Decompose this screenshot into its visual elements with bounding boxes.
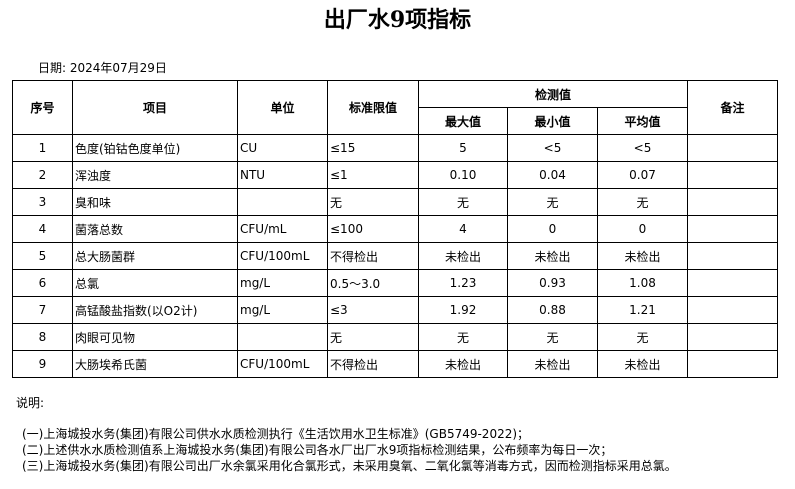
cell-min: 0.88 [507,296,598,324]
cell-min: 未检出 [507,242,598,270]
cell-max: 无 [418,323,508,351]
cell-limit: ≤100 [327,215,419,243]
header-max: 最大值 [418,107,508,135]
cell-item: 大肠埃希氏菌 [72,350,238,378]
cell-unit: CFU/mL [237,215,328,243]
cell-no: 9 [12,350,73,378]
cell-remark [687,350,778,378]
table-row: 5 总大肠菌群 CFU/100mL 不得检出 未检出 未检出 未检出 [12,242,778,270]
cell-no: 8 [12,323,73,351]
cell-avg: 0 [597,215,688,243]
header-measured: 检测值 [418,80,688,108]
table-row: 3 臭和味无无无无 [12,188,778,216]
table-row: 9 大肠埃希氏菌 CFU/100mL 不得检出 未检出 未检出 未检出 [12,350,778,378]
cell-max: 无 [418,188,508,216]
cell-item: 肉眼可见物 [72,323,238,351]
cell-min: 0 [507,215,598,243]
cell-max: 未检出 [418,350,508,378]
table-row: 7 高锰酸盐指数(以O2计) mg/L ≤3 1.92 0.88 1.21 [12,296,778,324]
cell-max: 未检出 [418,242,508,270]
table-row: 8 肉眼可见物无无无无 [12,323,778,351]
report-date: 日期: 2024年07月29日 [38,61,167,75]
cell-unit: mg/L [237,296,328,324]
cell-item: 菌落总数 [72,215,238,243]
cell-avg: 1.08 [597,269,688,297]
cell-unit: CU [237,134,328,162]
cell-no: 2 [12,161,73,189]
table-row: 1 色度(铂钴色度单位) CU ≤15 5 <5 <5 [12,134,778,162]
cell-avg: <5 [597,134,688,162]
cell-item: 高锰酸盐指数(以O2计) [72,296,238,324]
cell-remark [687,161,778,189]
page-title: 出厂水9项指标 [323,7,472,33]
cell-remark [687,215,778,243]
cell-avg: 1.21 [597,296,688,324]
note-line: (三)上海城投水务(集团)有限公司出厂水余氯采用化合氯形式，未采用臭氧、二氧化氯… [22,459,677,473]
header-no: 序号 [12,80,73,135]
cell-no: 7 [12,296,73,324]
cell-unit [237,323,328,351]
cell-unit: CFU/100mL [237,350,328,378]
table-row: 6 总氯 mg/L 0.5～3.0 1.23 0.93 1.08 [12,269,778,297]
cell-avg: 未检出 [597,242,688,270]
header-limit: 标准限值 [327,80,419,135]
cell-max: 1.92 [418,296,508,324]
cell-limit: ≤15 [327,134,419,162]
cell-no: 5 [12,242,73,270]
note-line: (一)上海城投水务(集团)有限公司供水水质检测执行《生活饮用水卫生标准》(GB5… [22,427,530,441]
cell-unit: CFU/100mL [237,242,328,270]
cell-max: 1.23 [418,269,508,297]
notes: 说明: (一)上海城投水务(集团)有限公司供水水质检测执行《生活饮用水卫生标准》… [16,395,677,474]
header-avg: 平均值 [597,107,688,135]
cell-min: 无 [507,323,598,351]
cell-limit: 不得检出 [327,350,419,378]
cell-item: 色度(铂钴色度单位) [72,134,238,162]
cell-limit: 无 [327,323,419,351]
header-min: 最小值 [507,107,598,135]
cell-item: 浑浊度 [72,161,238,189]
cell-no: 6 [12,269,73,297]
cell-min: <5 [507,134,598,162]
cell-limit: ≤1 [327,161,419,189]
cell-remark [687,242,778,270]
cell-max: 0.10 [418,161,508,189]
cell-min: 未检出 [507,350,598,378]
header-remark: 备注 [687,80,778,135]
cell-item: 总氯 [72,269,238,297]
cell-unit [237,188,328,216]
header-item: 项目 [72,80,238,135]
water-quality-table: 序号 项目 单位 标准限值 检测值 备注 最大值 最小值 平均值 1 色度(铂钴色… [12,80,778,378]
cell-avg: 未检出 [597,350,688,378]
cell-limit: 无 [327,188,419,216]
cell-max: 4 [418,215,508,243]
cell-min: 无 [507,188,598,216]
cell-remark [687,134,778,162]
cell-item: 总大肠菌群 [72,242,238,270]
cell-remark [687,296,778,324]
cell-item: 臭和味 [72,188,238,216]
table-row: 2 浑浊度 NTU ≤1 0.10 0.04 0.07 [12,161,778,189]
cell-no: 3 [12,188,73,216]
notes-heading: 说明: [16,396,45,410]
cell-no: 1 [12,134,73,162]
cell-avg: 0.07 [597,161,688,189]
note-line: (二)上述供水水质检测值系上海城投水务(集团)有限公司各水厂出厂水9项指标检测结… [22,443,613,457]
cell-avg: 无 [597,188,688,216]
cell-no: 4 [12,215,73,243]
cell-min: 0.04 [507,161,598,189]
cell-limit: 不得检出 [327,242,419,270]
cell-remark [687,188,778,216]
cell-avg: 无 [597,323,688,351]
cell-min: 0.93 [507,269,598,297]
cell-limit: 0.5～3.0 [327,269,419,297]
header-unit: 单位 [237,80,328,135]
cell-limit: ≤3 [327,296,419,324]
cell-remark [687,269,778,297]
cell-unit: NTU [237,161,328,189]
table-row: 4 菌落总数 CFU/mL ≤100 4 0 0 [12,215,778,243]
cell-max: 5 [418,134,508,162]
cell-remark [687,323,778,351]
cell-unit: mg/L [237,269,328,297]
